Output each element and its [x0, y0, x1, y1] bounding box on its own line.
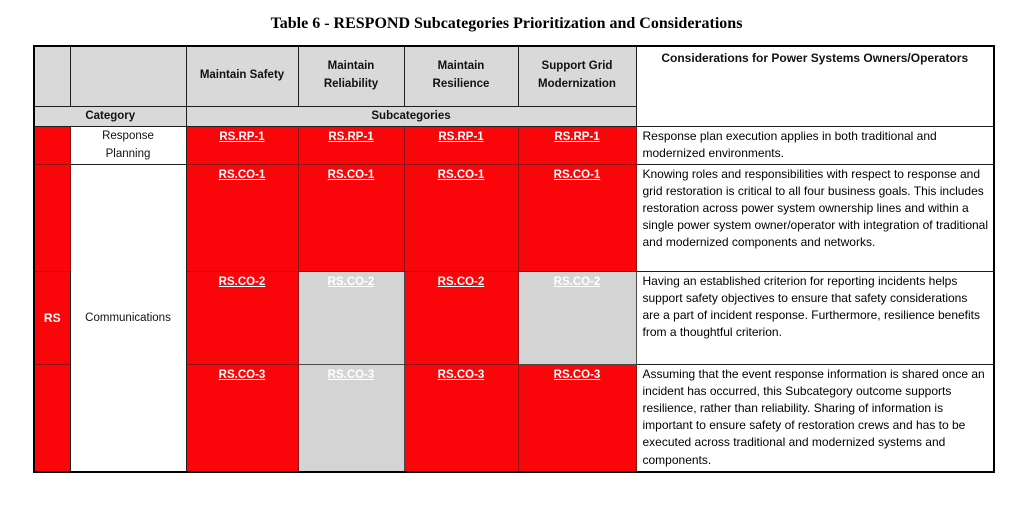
- subcategory-cell-rsrp1-resilience: RS.RP-1: [403, 125, 519, 165]
- corner-cell-category: [69, 45, 187, 107]
- subcategory-cell-rsco3-modernization: RS.CO-3: [517, 363, 637, 473]
- subcategory-cell-rsco1-safety: RS.CO-1: [185, 163, 299, 272]
- subcategory-cell-rsco2-modernization: RS.CO-2: [517, 270, 637, 365]
- subcategory-cell-rsco3-reliability: RS.CO-3: [297, 363, 405, 473]
- subcategory-cell-rsco2-resilience: RS.CO-2: [403, 270, 519, 365]
- subcategory-cell-rsco3-safety: RS.CO-3: [185, 363, 299, 473]
- subcategory-cell-rsrp1-reliability: RS.RP-1: [297, 125, 405, 165]
- goal-header-support-grid-modernization: Support Grid Modernization: [517, 45, 637, 107]
- subcategory-cell-rsco2-safety: RS.CO-2: [185, 270, 299, 365]
- subcategory-cell-rsrp1-safety: RS.RP-1: [185, 125, 299, 165]
- consideration-text-rsco2: Having an established criterion for repo…: [635, 270, 995, 365]
- category-band-header: Category: [33, 105, 187, 127]
- subcategory-cell-rsco3-resilience: RS.CO-3: [403, 363, 519, 473]
- consideration-text-rsrp1: Response plan execution applies in both …: [635, 125, 995, 165]
- goal-header-maintain-reliability: Maintain Reliability: [297, 45, 405, 107]
- goal-header-maintain-resilience: Maintain Resilience: [403, 45, 519, 107]
- consideration-text-rsco1: Knowing roles and responsibilities with …: [635, 163, 995, 272]
- category-cell-communications: Communications: [69, 163, 187, 473]
- consideration-text-rsco3: Assuming that the event response informa…: [635, 363, 995, 473]
- function-code-cell: RS: [33, 270, 71, 365]
- subcategory-cell-rsco1-modernization: RS.CO-1: [517, 163, 637, 272]
- subcategory-cell-rsco2-reliability: RS.CO-2: [297, 270, 405, 365]
- corner-cell-function: [33, 45, 71, 107]
- function-column-segment: [33, 163, 71, 272]
- subcategories-band-header: Subcategories: [185, 105, 637, 127]
- category-cell-response-planning: Response Planning: [69, 125, 187, 165]
- function-column-segment: [33, 363, 71, 473]
- subcategory-cell-rsco1-reliability: RS.CO-1: [297, 163, 405, 272]
- subcategory-cell-rsco1-resilience: RS.CO-1: [403, 163, 519, 272]
- goal-header-maintain-safety: Maintain Safety: [185, 45, 299, 107]
- respond-prioritization-table: Maintain Safety Maintain Reliability Mai…: [33, 45, 995, 473]
- table-title: Table 6 - RESPOND Subcategories Prioriti…: [270, 15, 743, 32]
- function-column-segment: [33, 125, 71, 165]
- subcategory-cell-rsrp1-modernization: RS.RP-1: [517, 125, 637, 165]
- considerations-column-header: Considerations for Power Systems Owners/…: [635, 45, 995, 127]
